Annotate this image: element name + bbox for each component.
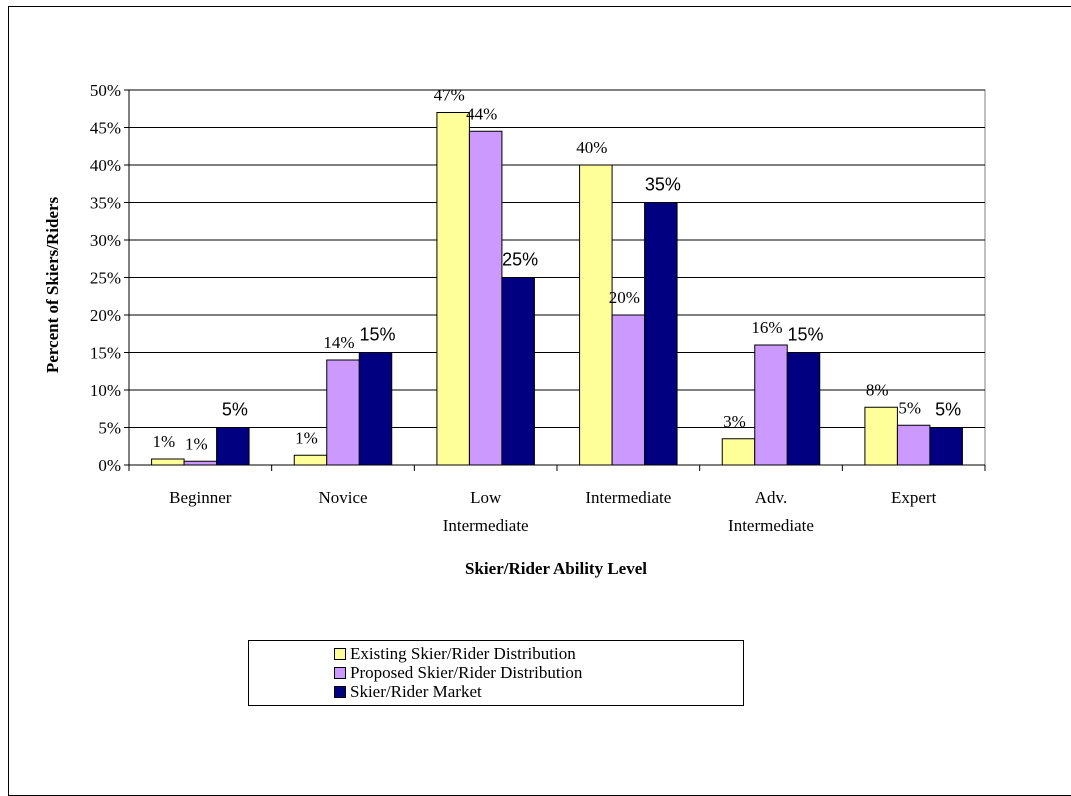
bar: [151, 458, 185, 466]
x-tick-label: Beginner: [169, 488, 232, 507]
bar: [611, 314, 646, 466]
data-label: 47%: [434, 86, 465, 105]
gridlines: [128, 89, 986, 466]
bar: [436, 112, 470, 466]
legend-swatch: [334, 666, 346, 679]
y-tick-label: 35%: [90, 194, 121, 213]
bar: [786, 352, 821, 466]
data-label: 5%: [935, 400, 961, 420]
x-axis-title: Skier/Rider Ability Level: [465, 559, 647, 578]
y-tick-label: 25%: [90, 269, 121, 288]
bar: [501, 277, 535, 466]
axes: [124, 89, 986, 471]
x-tick-label: Intermediate: [585, 488, 671, 507]
data-label: 3%: [723, 412, 746, 431]
data-label: 14%: [323, 333, 354, 352]
bar: [293, 454, 328, 466]
data-label: 16%: [751, 318, 782, 337]
x-tick-label: Expert: [891, 488, 937, 507]
bar: [183, 460, 218, 466]
x-tick-label: Low Intermediate: [443, 488, 529, 535]
legend-item: Existing Skier/Rider Distribution: [334, 644, 743, 663]
y-tick-label: 40%: [90, 156, 121, 175]
bar: [864, 406, 898, 466]
data-label: 1%: [185, 434, 208, 453]
data-label: 1%: [295, 428, 318, 447]
legend-label: Proposed Skier/Rider Distribution: [350, 663, 583, 682]
bar: [721, 438, 756, 466]
y-tick-label: 15%: [90, 344, 121, 363]
bar: [358, 352, 393, 466]
data-label: 20%: [609, 288, 640, 307]
legend-label: Existing Skier/Rider Distribution: [350, 644, 576, 663]
bar: [896, 424, 931, 466]
y-tick-label: 10%: [90, 381, 121, 400]
bar: [326, 359, 360, 466]
y-tick-label: 30%: [90, 231, 121, 250]
bars-group: [151, 112, 963, 466]
y-tick-label: 20%: [90, 306, 121, 325]
y-tick-label: 45%: [90, 119, 121, 138]
x-tick-labels: Beginner Novice Low Intermediate Intermediat…: [169, 488, 936, 535]
legend: Existing Skier/Rider Distribution Propose…: [248, 640, 744, 706]
legend-item: Skier/Rider Market: [334, 682, 743, 701]
data-label: 25%: [502, 250, 538, 270]
data-label: 44%: [466, 104, 497, 123]
data-label: 5%: [222, 400, 248, 420]
legend-swatch: [334, 647, 346, 660]
y-tick-label: 5%: [98, 419, 121, 438]
x-tick-label: Adv. Intermediate: [728, 488, 814, 535]
legend-item: Proposed Skier/Rider Distribution: [334, 663, 743, 682]
bar: [929, 427, 963, 466]
x-tick-label: Novice: [318, 488, 367, 507]
bar: [644, 202, 678, 466]
legend-label: Skier/Rider Market: [350, 682, 482, 701]
bar: [579, 164, 613, 466]
y-tick-labels: 0% 5% 10% 15% 20% 25% 30% 35% 40% 45% 50%: [90, 81, 121, 475]
bar: [216, 427, 250, 466]
data-labels: 1% 1% 47% 40% 3% 8% 1% 14% 44% 20% 16% 5% 5% 15% 25% 35…: [152, 86, 961, 454]
y-tick-label: 50%: [90, 81, 121, 100]
data-label: 1%: [152, 432, 175, 451]
bar: [754, 344, 788, 466]
data-label: 15%: [359, 325, 395, 345]
legend-swatch: [334, 685, 346, 698]
data-label: 5%: [898, 398, 921, 417]
data-label: 40%: [576, 138, 607, 157]
data-label: 15%: [787, 325, 823, 345]
data-label: 8%: [866, 380, 889, 399]
bar: [468, 130, 503, 466]
y-axis-title: Percent of Skiers/Riders: [43, 196, 62, 373]
data-label: 35%: [645, 175, 681, 195]
y-tick-label: 0%: [98, 456, 121, 475]
